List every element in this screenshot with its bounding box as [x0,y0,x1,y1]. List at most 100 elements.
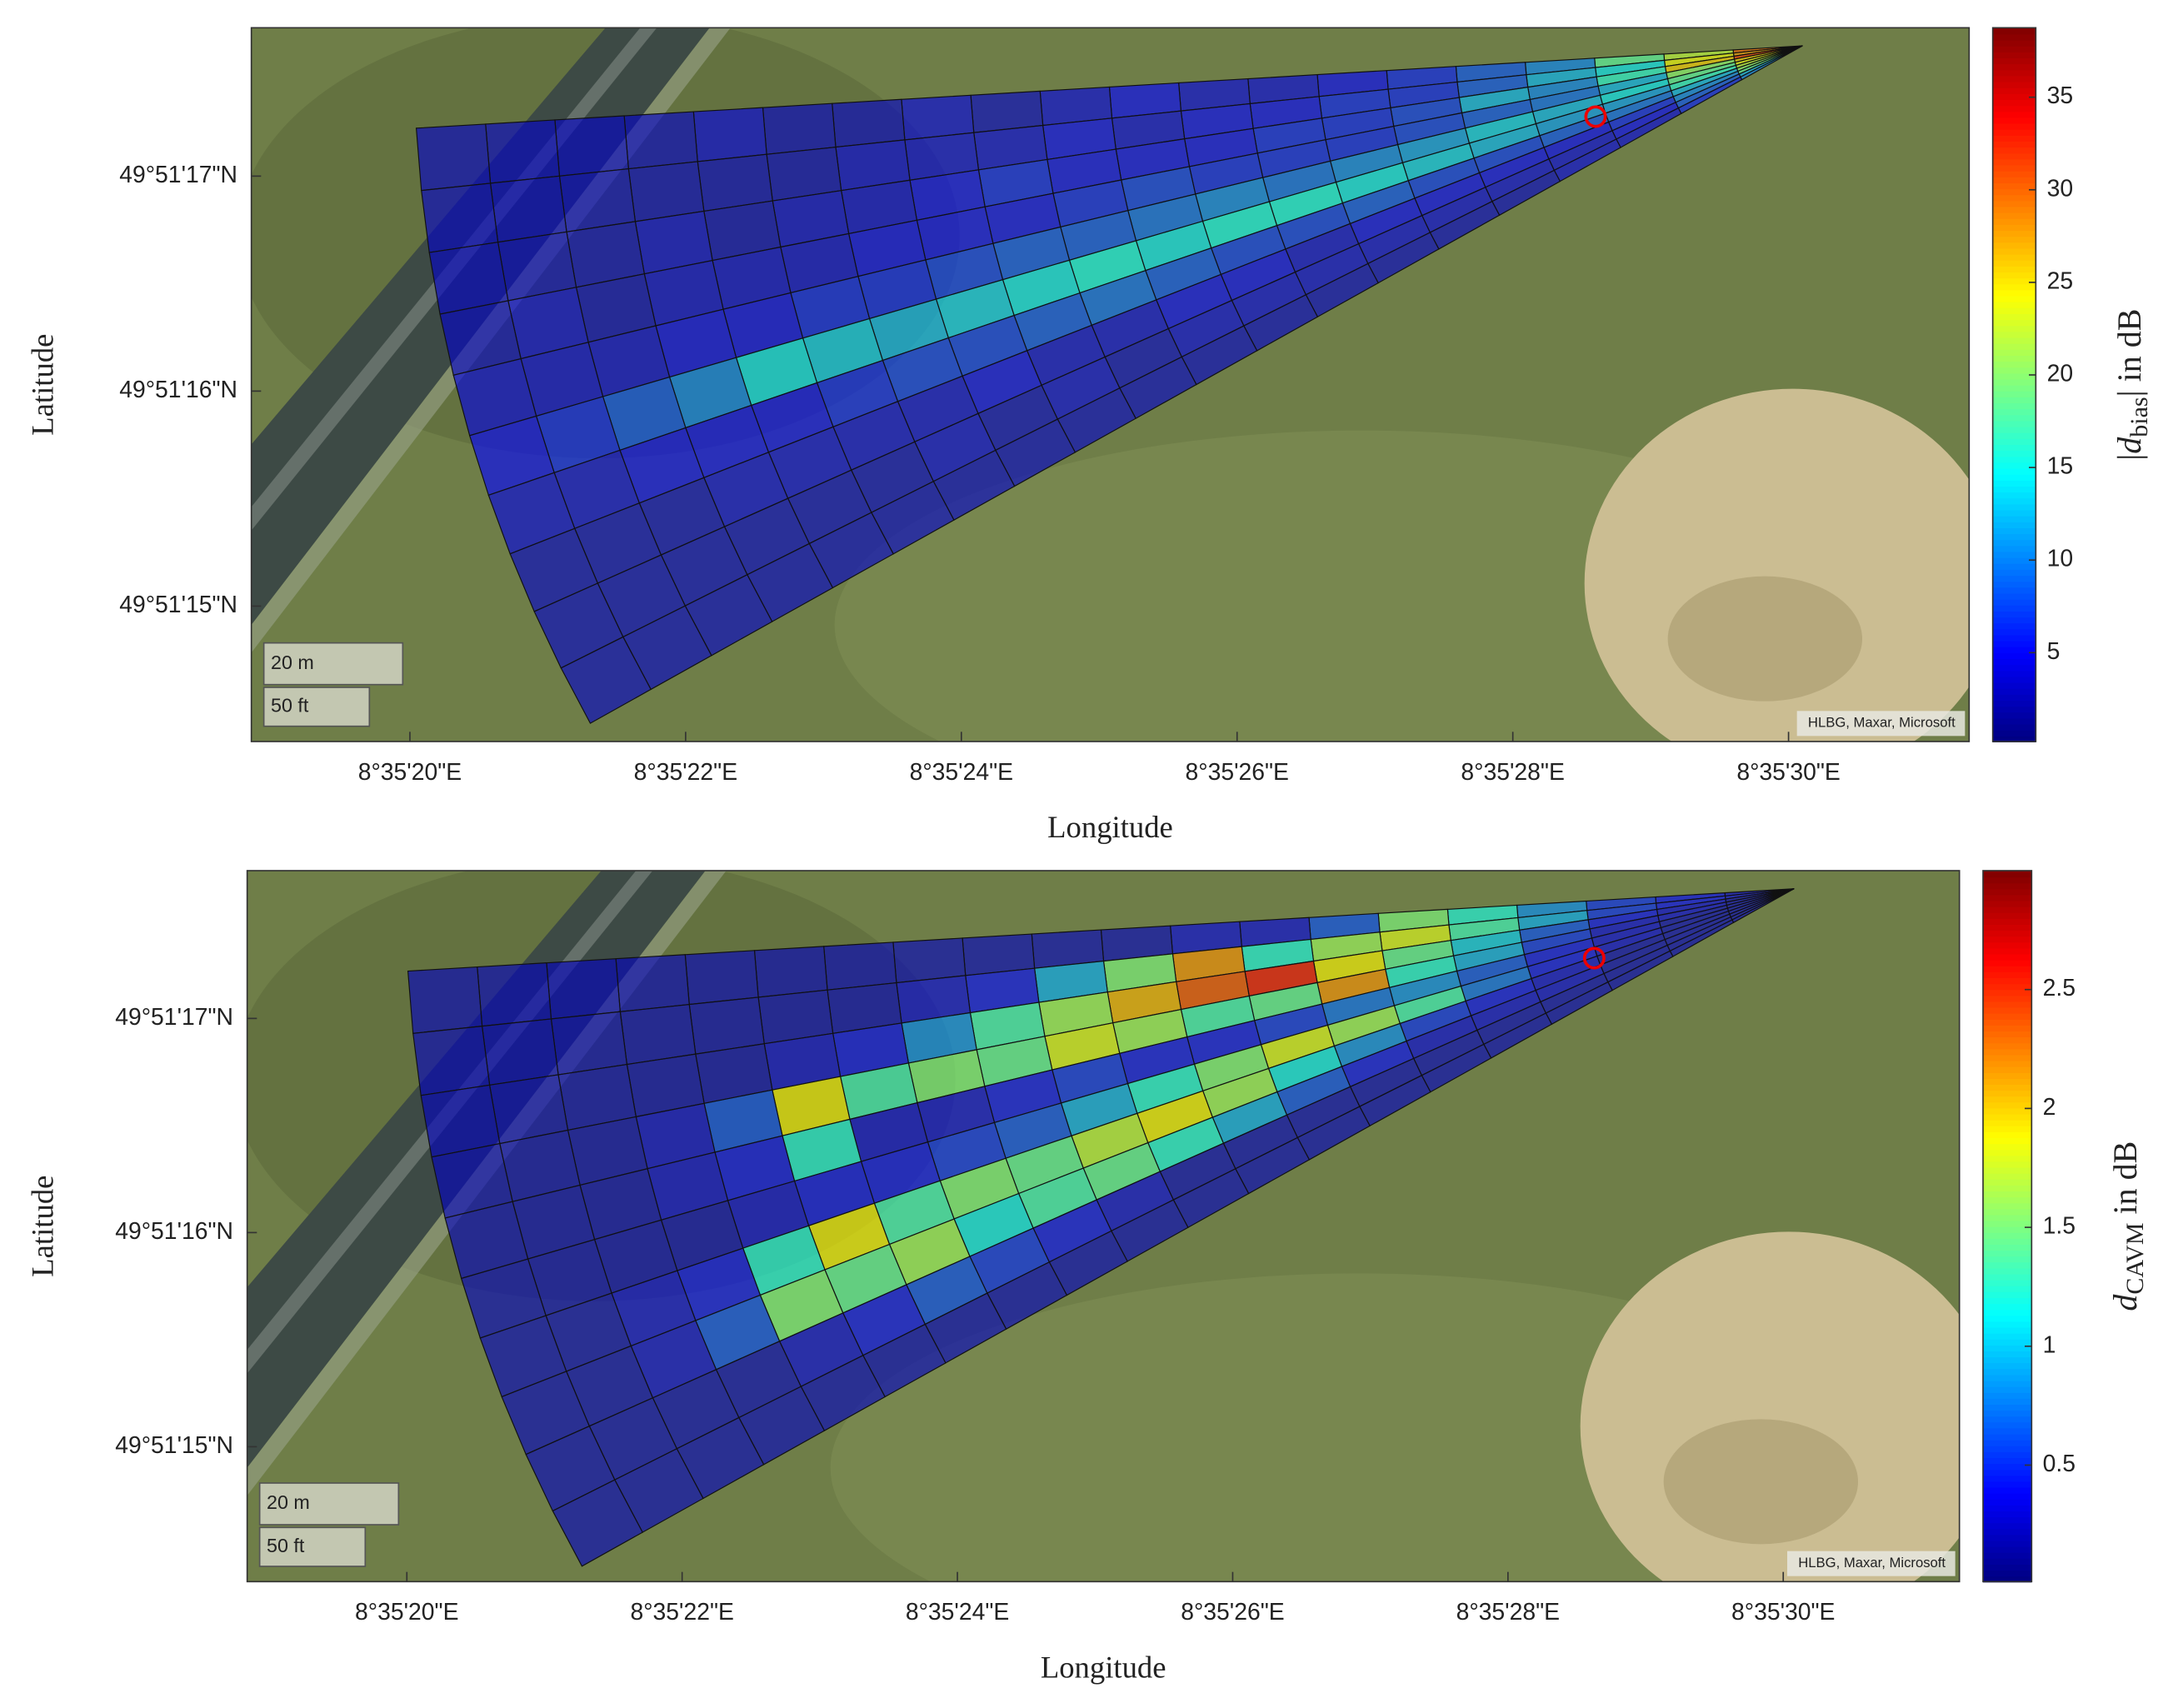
x-tick-label: 8°35'26"E [1185,759,1288,786]
colorbar-swatch [1983,1273,2032,1281]
colorbar-swatch [1983,1386,2032,1393]
heatmap-cell [421,182,499,253]
colorbar-swatch [1983,1546,2032,1553]
colorbar-swatch [1992,378,2036,386]
colorbar-swatch [1992,277,2036,285]
colorbar-swatch [1983,888,2032,896]
colorbar-swatch [1983,882,2032,890]
colorbar-swatch [1983,1362,2032,1370]
colorbar-swatch [1983,1563,2032,1571]
colorbar-swatch [1992,664,2036,672]
heatmap-cell [832,98,906,148]
x-tick-label: 8°35'20"E [355,1599,458,1626]
colorbar-tick-label: 1 [2043,1331,2056,1358]
colorbar-label-symbol: d [2111,437,2148,454]
colorbar-swatch [1983,1486,2032,1494]
colorbar-swatch [1983,1202,2032,1210]
colorbar-swatch [1983,1557,2032,1566]
colorbar-swatch [1983,1090,2032,1097]
x-tick-label: 8°35'20"E [358,759,462,786]
colorbar-swatch [1983,941,2032,949]
colorbar-swatch [1992,533,2036,541]
colorbar-swatch [1992,128,2036,136]
colorbar-swatch [1983,1315,2032,1322]
colorbar-swatch [1983,1166,2032,1174]
colorbar-swatch [1992,444,2036,452]
colorbar-swatch [1983,1534,2032,1541]
colorbar-tick-label: 2 [2043,1094,2056,1121]
colorbar-swatch [1983,1267,2032,1275]
colorbar-swatch [1992,265,2036,273]
colorbar-swatch [1983,1368,2032,1376]
attribution: HLBG, Maxar, Microsoft [1808,715,1956,731]
colorbar-swatch [1983,1344,2032,1351]
colorbar-swatch [1992,575,2036,582]
heatmap-cell [554,115,630,177]
x-tick-label: 8°35'24"E [910,759,1013,786]
colorbar-swatch [1992,217,2036,225]
heatmap-cell [558,167,637,232]
colorbar-swatch [1992,610,2036,618]
colorbar-swatch [1983,1149,2032,1156]
colorbar-swatch [1992,354,2036,362]
x-tick-label: 8°35'30"E [1736,759,1840,786]
colorbar-swatch [1983,1427,2032,1435]
colorbar-swatch [1992,295,2036,302]
colorbar-swatch [1992,652,2036,660]
colorbar-swatch [1983,1309,2032,1316]
colorbar-swatch [1983,1338,2032,1346]
colorbar-swatch [1983,983,2032,991]
x-tick-label: 8°35'22"E [630,1599,733,1626]
colorbar-swatch [1992,723,2036,731]
colorbar-swatch [1992,230,2036,237]
colorbar-swatch [1992,176,2036,183]
colorbar-swatch [1983,917,2032,925]
colorbar-tick-label: 25 [2047,267,2074,294]
scale-bar [262,642,404,686]
colorbar-swatch [1992,367,2036,374]
colorbar-label-subscript: CAVM [2121,1222,2149,1294]
colorbar-tick-label: 5 [2047,638,2061,665]
colorbar-label-symbol: d [2106,1294,2144,1311]
colorbar-swatch [1983,1214,2032,1221]
colorbar-swatch [1983,1191,2032,1198]
colorbar-swatch [1983,1397,2032,1405]
colorbar-swatch [1992,700,2036,707]
scale-label: 20 m [271,652,314,673]
axes-frame [246,870,1961,1583]
scale-label: 50 ft [267,1535,305,1556]
colorbar-swatch [1992,521,2036,528]
colorbar-swatch [1983,1256,2032,1263]
colorbar-swatch [1983,876,2032,884]
colorbar-swatch [1992,509,2036,517]
colorbar-swatch [1992,188,2036,196]
heatmap-cell [615,954,690,1012]
colorbar-swatch [1983,1279,2032,1286]
colorbar-swatch [1992,408,2036,416]
colorbar-swatch [1992,342,2036,350]
colorbar-swatch [1983,995,2032,1002]
colorbar-swatch [1992,283,2036,291]
heatmap-cell [901,94,975,141]
colorbar-swatch [1983,1404,2032,1411]
attribution: HLBG, Maxar, Microsoft [1798,1555,1946,1571]
colorbar-swatch [1983,1261,2032,1269]
colorbar-swatch [1983,971,2032,978]
colorbar-swatch [1992,479,2036,487]
colorbar-swatch [1992,331,2036,338]
colorbar-swatch [1983,1570,2032,1577]
colorbar-swatch [1992,390,2036,397]
colorbar-swatch [1992,729,2036,737]
colorbar-swatch [1992,622,2036,630]
colorbar-tick-label: 0.5 [2043,1451,2076,1477]
heatmap-cell [560,636,652,724]
colorbar-swatch [1983,1421,2032,1429]
colorbar-swatch [1992,497,2036,505]
colorbar-swatch [1992,33,2036,41]
colorbar-swatch [1983,1178,2032,1186]
colorbar-swatch [1992,437,2036,446]
colorbar-swatch [1992,693,2036,702]
colorbar-swatch [1983,965,2032,972]
colorbar-swatch [1992,75,2036,82]
colorbar-swatch [1983,1469,2032,1476]
